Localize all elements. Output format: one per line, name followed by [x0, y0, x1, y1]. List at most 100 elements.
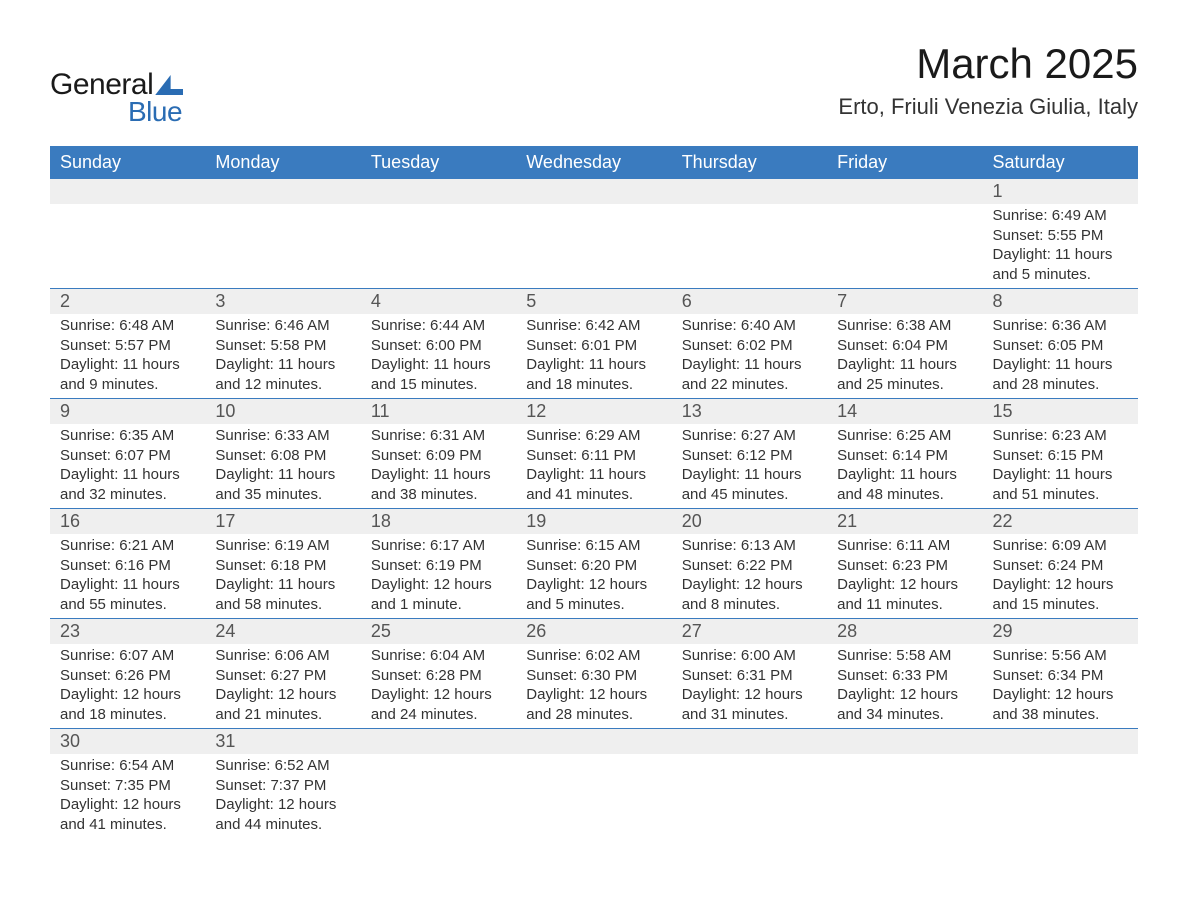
- day-number: [205, 179, 360, 204]
- daylight-text: Daylight: 11 hours and 28 minutes.: [993, 355, 1128, 394]
- location-text: Erto, Friuli Venezia Giulia, Italy: [838, 94, 1138, 120]
- day-data: Sunrise: 6:04 AMSunset: 6:28 PMDaylight:…: [361, 644, 516, 728]
- title-block: March 2025 Erto, Friuli Venezia Giulia, …: [838, 40, 1138, 120]
- day-data: Sunrise: 6:31 AMSunset: 6:09 PMDaylight:…: [361, 424, 516, 508]
- calendar-cell: 8Sunrise: 6:36 AMSunset: 6:05 PMDaylight…: [983, 289, 1138, 399]
- day-data: [827, 204, 982, 282]
- sunset-text: Sunset: 6:02 PM: [682, 336, 817, 356]
- daylight-text: Daylight: 11 hours and 9 minutes.: [60, 355, 195, 394]
- day-data: [672, 754, 827, 832]
- day-data: Sunrise: 6:06 AMSunset: 6:27 PMDaylight:…: [205, 644, 360, 728]
- sunset-text: Sunset: 6:18 PM: [215, 556, 350, 576]
- calendar-cell: [672, 179, 827, 289]
- day-data: Sunrise: 6:15 AMSunset: 6:20 PMDaylight:…: [516, 534, 671, 618]
- calendar-cell: 21Sunrise: 6:11 AMSunset: 6:23 PMDayligh…: [827, 509, 982, 619]
- day-data: [516, 754, 671, 832]
- daylight-text: Daylight: 12 hours and 1 minute.: [371, 575, 506, 614]
- calendar-cell: [827, 729, 982, 839]
- day-number: 4: [361, 289, 516, 314]
- day-number: 26: [516, 619, 671, 644]
- sunrise-text: Sunrise: 6:06 AM: [215, 646, 350, 666]
- day-data: Sunrise: 6:44 AMSunset: 6:00 PMDaylight:…: [361, 314, 516, 398]
- daylight-text: Daylight: 12 hours and 11 minutes.: [837, 575, 972, 614]
- calendar-cell: 15Sunrise: 6:23 AMSunset: 6:15 PMDayligh…: [983, 399, 1138, 509]
- sunrise-text: Sunrise: 6:54 AM: [60, 756, 195, 776]
- sunset-text: Sunset: 6:04 PM: [837, 336, 972, 356]
- day-number: 21: [827, 509, 982, 534]
- day-number: 18: [361, 509, 516, 534]
- calendar-cell: 7Sunrise: 6:38 AMSunset: 6:04 PMDaylight…: [827, 289, 982, 399]
- calendar-cell: 2Sunrise: 6:48 AMSunset: 5:57 PMDaylight…: [50, 289, 205, 399]
- calendar-cell: 17Sunrise: 6:19 AMSunset: 6:18 PMDayligh…: [205, 509, 360, 619]
- calendar-cell: 13Sunrise: 6:27 AMSunset: 6:12 PMDayligh…: [672, 399, 827, 509]
- sunrise-text: Sunrise: 6:15 AM: [526, 536, 661, 556]
- day-data: Sunrise: 6:11 AMSunset: 6:23 PMDaylight:…: [827, 534, 982, 618]
- sunset-text: Sunset: 6:15 PM: [993, 446, 1128, 466]
- daylight-text: Daylight: 12 hours and 8 minutes.: [682, 575, 817, 614]
- day-data: Sunrise: 6:27 AMSunset: 6:12 PMDaylight:…: [672, 424, 827, 508]
- sunset-text: Sunset: 5:57 PM: [60, 336, 195, 356]
- calendar-cell: 26Sunrise: 6:02 AMSunset: 6:30 PMDayligh…: [516, 619, 671, 729]
- day-number: 7: [827, 289, 982, 314]
- daylight-text: Daylight: 12 hours and 28 minutes.: [526, 685, 661, 724]
- sunset-text: Sunset: 6:30 PM: [526, 666, 661, 686]
- sunrise-text: Sunrise: 6:17 AM: [371, 536, 506, 556]
- day-data: Sunrise: 6:17 AMSunset: 6:19 PMDaylight:…: [361, 534, 516, 618]
- day-number: [361, 729, 516, 754]
- sunset-text: Sunset: 6:12 PM: [682, 446, 817, 466]
- daylight-text: Daylight: 11 hours and 12 minutes.: [215, 355, 350, 394]
- day-data: Sunrise: 6:40 AMSunset: 6:02 PMDaylight:…: [672, 314, 827, 398]
- calendar-cell: [205, 179, 360, 289]
- calendar-cell: 12Sunrise: 6:29 AMSunset: 6:11 PMDayligh…: [516, 399, 671, 509]
- day-number: 10: [205, 399, 360, 424]
- sunrise-text: Sunrise: 6:35 AM: [60, 426, 195, 446]
- daylight-text: Daylight: 11 hours and 51 minutes.: [993, 465, 1128, 504]
- day-number: 9: [50, 399, 205, 424]
- calendar-header-row: Sunday Monday Tuesday Wednesday Thursday…: [50, 146, 1138, 179]
- calendar-week: 2Sunrise: 6:48 AMSunset: 5:57 PMDaylight…: [50, 289, 1138, 399]
- calendar-cell: 16Sunrise: 6:21 AMSunset: 6:16 PMDayligh…: [50, 509, 205, 619]
- day-data: Sunrise: 6:23 AMSunset: 6:15 PMDaylight:…: [983, 424, 1138, 508]
- day-data: Sunrise: 5:58 AMSunset: 6:33 PMDaylight:…: [827, 644, 982, 728]
- day-data: Sunrise: 6:42 AMSunset: 6:01 PMDaylight:…: [516, 314, 671, 398]
- sunrise-text: Sunrise: 6:11 AM: [837, 536, 972, 556]
- daylight-text: Daylight: 12 hours and 41 minutes.: [60, 795, 195, 834]
- day-data: Sunrise: 6:13 AMSunset: 6:22 PMDaylight:…: [672, 534, 827, 618]
- calendar-cell: 3Sunrise: 6:46 AMSunset: 5:58 PMDaylight…: [205, 289, 360, 399]
- day-data: Sunrise: 6:21 AMSunset: 6:16 PMDaylight:…: [50, 534, 205, 618]
- sunrise-text: Sunrise: 6:44 AM: [371, 316, 506, 336]
- day-number: 19: [516, 509, 671, 534]
- day-data: Sunrise: 6:49 AMSunset: 5:55 PMDaylight:…: [983, 204, 1138, 288]
- calendar-cell: [361, 729, 516, 839]
- day-number: 17: [205, 509, 360, 534]
- calendar-cell: [516, 729, 671, 839]
- day-data: Sunrise: 6:19 AMSunset: 6:18 PMDaylight:…: [205, 534, 360, 618]
- sunrise-text: Sunrise: 6:09 AM: [993, 536, 1128, 556]
- sunrise-text: Sunrise: 6:04 AM: [371, 646, 506, 666]
- daylight-text: Daylight: 11 hours and 15 minutes.: [371, 355, 506, 394]
- day-number: 22: [983, 509, 1138, 534]
- day-number: [983, 729, 1138, 754]
- day-number: 24: [205, 619, 360, 644]
- sunset-text: Sunset: 6:05 PM: [993, 336, 1128, 356]
- day-number: 25: [361, 619, 516, 644]
- daylight-text: Daylight: 12 hours and 5 minutes.: [526, 575, 661, 614]
- sunset-text: Sunset: 6:23 PM: [837, 556, 972, 576]
- sunrise-text: Sunrise: 6:36 AM: [993, 316, 1128, 336]
- calendar-cell: [827, 179, 982, 289]
- calendar-cell: 30Sunrise: 6:54 AMSunset: 7:35 PMDayligh…: [50, 729, 205, 839]
- sunset-text: Sunset: 7:35 PM: [60, 776, 195, 796]
- sunrise-text: Sunrise: 6:31 AM: [371, 426, 506, 446]
- calendar-cell: 5Sunrise: 6:42 AMSunset: 6:01 PMDaylight…: [516, 289, 671, 399]
- sunset-text: Sunset: 6:14 PM: [837, 446, 972, 466]
- day-data: [672, 204, 827, 282]
- daylight-text: Daylight: 11 hours and 18 minutes.: [526, 355, 661, 394]
- calendar-cell: 11Sunrise: 6:31 AMSunset: 6:09 PMDayligh…: [361, 399, 516, 509]
- day-data: [361, 754, 516, 832]
- sunrise-text: Sunrise: 6:38 AM: [837, 316, 972, 336]
- sunset-text: Sunset: 5:55 PM: [993, 226, 1128, 246]
- sunset-text: Sunset: 6:28 PM: [371, 666, 506, 686]
- sunrise-text: Sunrise: 6:52 AM: [215, 756, 350, 776]
- day-number: 1: [983, 179, 1138, 204]
- calendar-cell: 31Sunrise: 6:52 AMSunset: 7:37 PMDayligh…: [205, 729, 360, 839]
